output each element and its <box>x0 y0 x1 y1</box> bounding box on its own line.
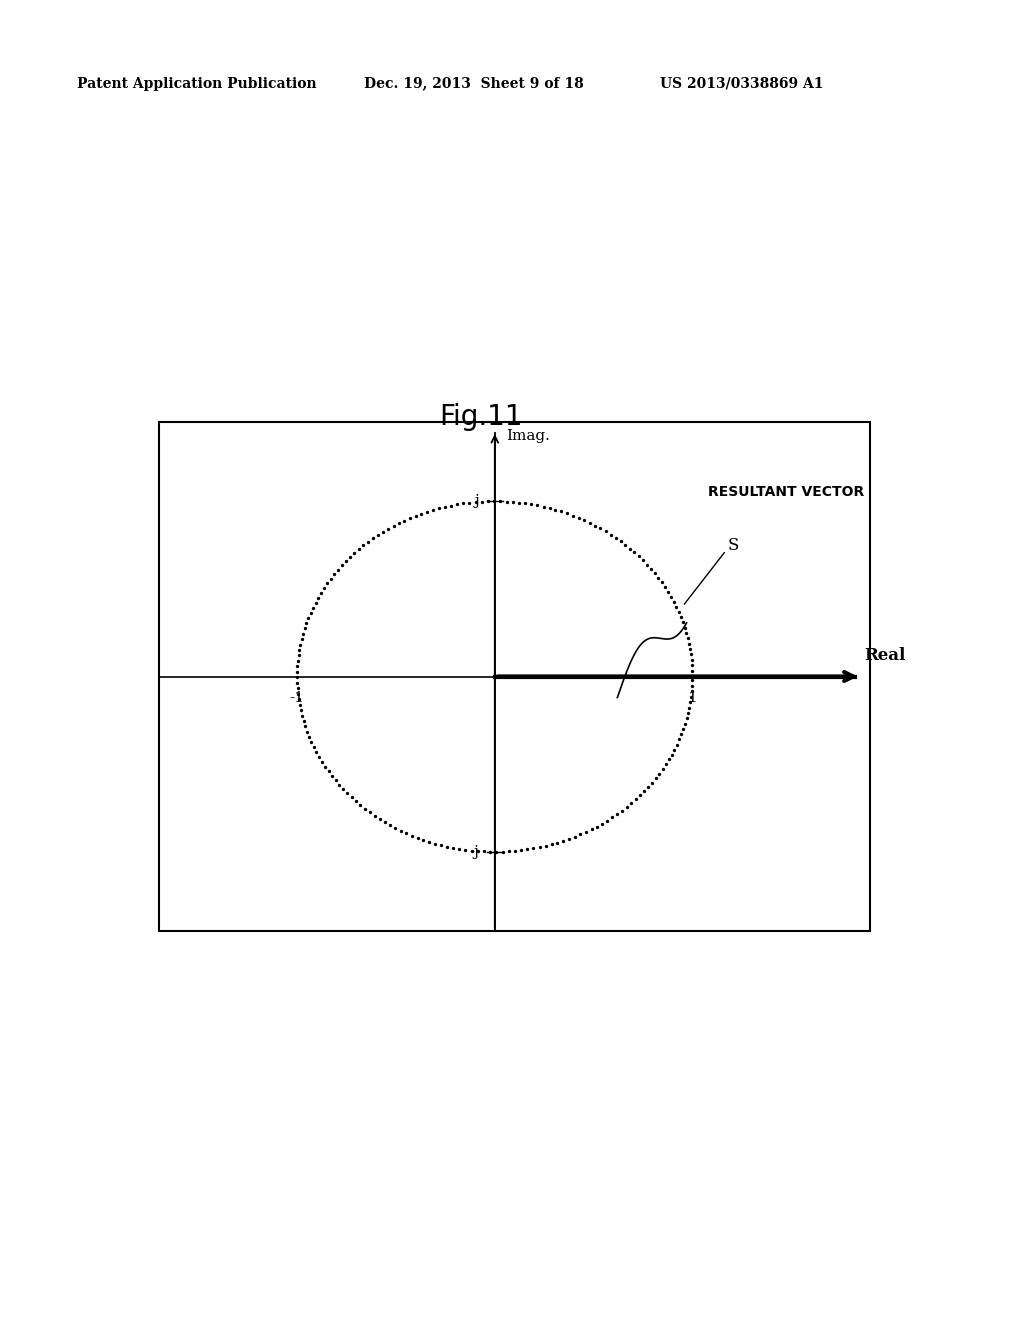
Text: -j: -j <box>469 845 479 859</box>
Text: 1: 1 <box>687 690 697 705</box>
Text: j: j <box>474 494 479 508</box>
Text: Imag.: Imag. <box>507 429 551 444</box>
Text: Fig.11: Fig.11 <box>439 403 523 430</box>
Text: -1: -1 <box>290 690 304 705</box>
Text: Dec. 19, 2013  Sheet 9 of 18: Dec. 19, 2013 Sheet 9 of 18 <box>364 77 584 91</box>
Text: RESULTANT VECTOR: RESULTANT VECTOR <box>709 486 864 499</box>
Text: Patent Application Publication: Patent Application Publication <box>77 77 316 91</box>
Text: S: S <box>728 536 739 553</box>
Text: US 2013/0338869 A1: US 2013/0338869 A1 <box>660 77 824 91</box>
Text: Real: Real <box>864 647 906 664</box>
